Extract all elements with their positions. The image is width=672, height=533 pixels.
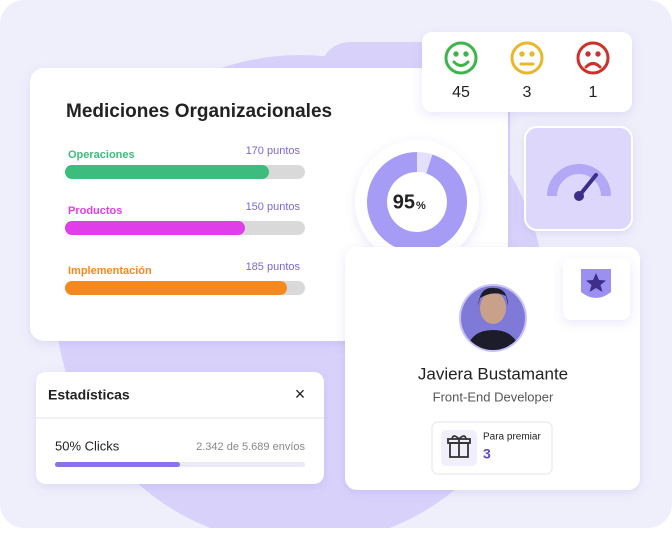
measure-points: 170 puntos	[246, 145, 301, 157]
badge-icon	[581, 269, 611, 298]
avatar	[459, 284, 527, 352]
measure-bar	[65, 281, 287, 295]
donut-unit: %	[416, 200, 426, 212]
face-eye	[585, 51, 591, 57]
face-icon	[576, 41, 610, 75]
face-outline	[444, 41, 478, 75]
face-count: 3	[523, 84, 532, 101]
face-mouth	[584, 62, 602, 69]
face-eye	[529, 51, 535, 57]
progress-label: 50% Clicks	[55, 438, 120, 453]
face-outline	[576, 41, 610, 75]
gift-icon	[447, 435, 471, 458]
face-outline	[510, 41, 544, 75]
profile-role: Front-End Developer	[433, 389, 554, 404]
stats-title: Estadísticas	[48, 387, 130, 403]
donut-value: 95	[393, 191, 415, 213]
measure-label: Operaciones	[68, 149, 135, 161]
measure-bar	[65, 165, 269, 179]
measure-label: Productos	[68, 205, 122, 217]
donut-arc	[367, 152, 467, 252]
gauge-icon	[547, 164, 611, 201]
face-count: 1	[589, 84, 598, 101]
face-icon	[444, 41, 478, 75]
gauge-card	[524, 126, 633, 231]
progress-fill	[55, 462, 180, 467]
measure-points: 150 puntos	[246, 201, 301, 213]
stats-card	[36, 372, 324, 484]
face-eye	[453, 51, 459, 57]
face-count: 45	[452, 84, 470, 101]
reward-label: Para premiar	[483, 432, 541, 443]
face-mouth	[452, 60, 470, 67]
face-icon	[510, 41, 544, 75]
reward-count: 3	[483, 446, 491, 462]
close-button[interactable]: ×	[295, 384, 306, 404]
measure-label: Implementación	[68, 265, 152, 277]
measure-points: 185 puntos	[246, 261, 301, 273]
face-eye	[595, 51, 601, 57]
face-eye	[519, 51, 525, 57]
card-title: Mediciones Organizacionales	[66, 101, 332, 122]
face-eye	[463, 51, 469, 57]
profile-name: Javiera Bustamante	[418, 364, 568, 383]
measure-bar	[65, 221, 245, 235]
progress-detail: 2.342 de 5.689 envíos	[196, 441, 305, 453]
